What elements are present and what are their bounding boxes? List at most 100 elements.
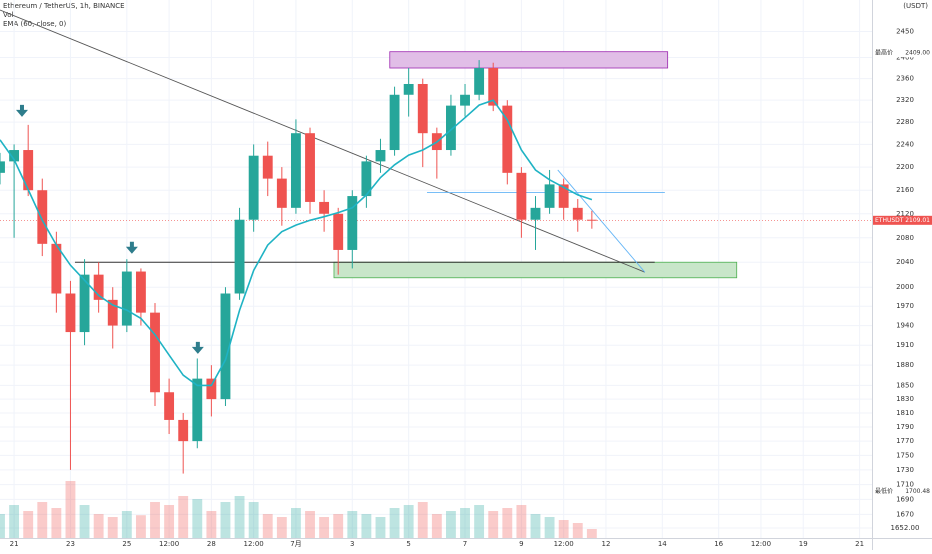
x-tick-label: 5: [406, 540, 410, 548]
volume-bar: [107, 517, 118, 538]
y-tick-label: 2200: [896, 163, 914, 171]
volume-bar: [530, 514, 541, 538]
candle-body: [107, 299, 118, 326]
volume-bar: [234, 496, 245, 538]
candle-body: [558, 184, 569, 208]
y-tick-label: 2160: [896, 186, 914, 194]
x-tick-label: 16: [714, 540, 723, 548]
zone: [389, 51, 669, 69]
volume-bar: [488, 511, 499, 538]
y-tick-label: 1730: [896, 466, 914, 474]
trend-line: [0, 9, 646, 273]
candle-body: [206, 378, 217, 400]
candle-body: [319, 201, 330, 214]
volume-bar: [347, 511, 358, 538]
low-marker-value: 1700.48: [905, 488, 930, 495]
candle-body: [305, 133, 315, 202]
volume-bar: [431, 514, 442, 538]
volume-bar: [544, 517, 555, 538]
volume-bar: [37, 502, 48, 538]
last-price-label: ETHUSDT: [875, 217, 904, 224]
y-tick-label: 1910: [896, 341, 914, 349]
candle-body: [220, 293, 231, 400]
candle-body: [79, 274, 90, 333]
candle-body: [37, 190, 48, 244]
candle-body: [135, 271, 146, 313]
volume-bar: [403, 505, 414, 538]
y-tick-label: 2450: [896, 27, 914, 35]
candle-body: [333, 213, 344, 250]
y-tick-label: 1970: [896, 302, 914, 310]
x-tick-label: 28: [207, 540, 216, 548]
zone: [333, 261, 738, 279]
volume-bar: [9, 505, 20, 538]
candle-body: [121, 271, 132, 326]
candle-body: [417, 83, 428, 134]
volume-bar: [389, 508, 400, 538]
volume-bar: [572, 523, 583, 538]
candle-body: [276, 178, 287, 208]
trend-line: [557, 169, 646, 273]
candle-body: [51, 243, 62, 294]
candle-body: [530, 207, 541, 220]
candle-body: [9, 150, 20, 162]
volume-bar: [51, 508, 62, 538]
low-marker-bg: [873, 487, 932, 497]
volume-bar: [206, 511, 217, 538]
volume-bar: [276, 517, 287, 538]
ema-line: [0, 99, 593, 387]
y-tick-label: 1790: [896, 423, 914, 431]
candle-body: [389, 94, 400, 151]
volume-bar: [474, 505, 485, 538]
candle-body: [361, 161, 372, 197]
volume-bar: [23, 511, 34, 538]
y-tick-label: 1880: [896, 361, 914, 369]
x-tick-label: 12:00: [751, 540, 771, 548]
y-tick-label: 1710: [896, 481, 914, 489]
y-tick-label: 1670: [896, 510, 914, 518]
volume-bar: [220, 502, 231, 538]
y-unit: (USDT): [903, 2, 928, 10]
high-marker-label: 最高价: [875, 48, 893, 56]
volume-bar: [79, 505, 90, 538]
y-tick-label: 2400: [896, 53, 914, 61]
candle-body: [164, 392, 175, 420]
volume-bar: [586, 529, 597, 538]
volume-bar: [558, 520, 569, 538]
candle-body: [150, 312, 160, 393]
volume-bar: [305, 511, 315, 538]
volume-title: Vol: [3, 11, 14, 19]
y-tick-label: 2240: [896, 140, 914, 148]
volume-bar: [290, 508, 301, 538]
x-tick-label: 9: [519, 540, 523, 548]
candle-body: [248, 155, 259, 220]
volume-bar: [0, 514, 5, 538]
x-tick-label: 12:00: [554, 540, 574, 548]
volume-bar: [502, 508, 513, 538]
candle-body: [234, 219, 245, 294]
x-tick-label: 25: [122, 540, 131, 548]
volume-bar: [417, 502, 428, 538]
candle-body: [192, 378, 203, 442]
volume-bar: [65, 481, 76, 538]
candle-body: [544, 184, 555, 208]
volume-bar: [319, 517, 330, 538]
x-tick-label: 12:00: [159, 540, 179, 548]
volume-bar: [192, 499, 203, 538]
x-tick-label: 23: [66, 540, 75, 548]
volume-bar: [361, 514, 372, 538]
candle-body: [290, 133, 301, 208]
candle-body: [502, 105, 513, 173]
candle-body: [474, 68, 485, 95]
x-tick-label: 21: [855, 540, 864, 548]
chart-title: Ethereum / TetherUS, 1h, BINANCE: [3, 2, 125, 10]
y-tick-label: 2280: [896, 118, 914, 126]
candle-body: [460, 94, 470, 106]
volume-bar: [178, 496, 189, 538]
x-tick-label: 7月: [290, 540, 301, 548]
y-tick-label: 1690: [896, 495, 914, 503]
volume-bar: [135, 515, 146, 538]
y-tick-label: 1770: [896, 437, 914, 445]
y-tick-label: 2320: [896, 96, 914, 104]
